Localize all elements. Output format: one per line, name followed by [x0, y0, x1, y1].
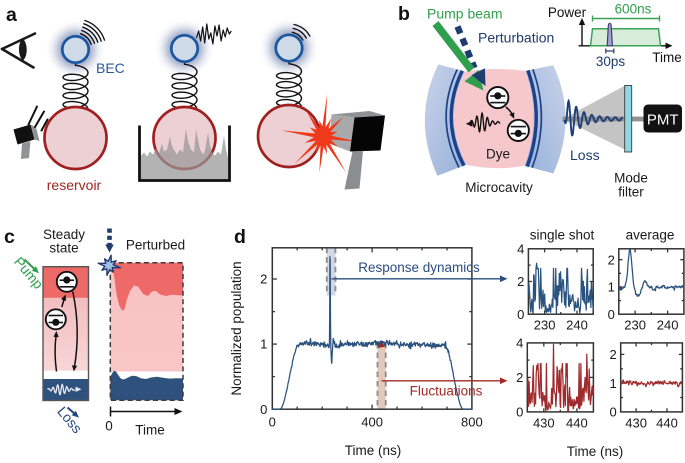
- svg-text:Time (ns): Time (ns): [345, 443, 402, 458]
- svg-text:Normalized population: Normalized population: [229, 261, 244, 395]
- svg-text:430: 430: [625, 415, 647, 430]
- svg-text:PMT: PMT: [647, 112, 679, 129]
- svg-text:Steady: Steady: [43, 227, 85, 242]
- svg-text:0: 0: [260, 402, 267, 417]
- svg-text:b: b: [398, 3, 410, 25]
- svg-text:Time: Time: [652, 50, 682, 65]
- svg-text:240: 240: [657, 318, 679, 333]
- svg-text:Time: Time: [135, 423, 165, 438]
- svg-text:Mode: Mode: [614, 171, 648, 186]
- svg-text:average: average: [626, 228, 675, 243]
- svg-text:2: 2: [516, 370, 523, 385]
- svg-text:2: 2: [517, 274, 524, 289]
- svg-text:0: 0: [517, 307, 524, 322]
- svg-text:600ns: 600ns: [615, 2, 652, 17]
- svg-text:1: 1: [609, 376, 616, 391]
- svg-text:a: a: [6, 4, 17, 26]
- svg-text:440: 440: [656, 415, 678, 430]
- svg-text:Fluctuations: Fluctuations: [410, 384, 483, 399]
- svg-text:430: 430: [533, 415, 555, 430]
- svg-text:Loss: Loss: [570, 147, 600, 163]
- svg-text:4: 4: [517, 241, 524, 256]
- svg-text:4: 4: [516, 336, 523, 351]
- svg-text:Pump beam: Pump beam: [427, 6, 502, 22]
- svg-text:Perturbation: Perturbation: [478, 30, 554, 46]
- svg-text:single shot: single shot: [530, 228, 595, 243]
- svg-text:reservoir: reservoir: [47, 177, 102, 193]
- svg-text:Perturbed: Perturbed: [126, 238, 185, 253]
- svg-text:2: 2: [609, 347, 616, 362]
- svg-text:Power: Power: [548, 5, 587, 20]
- svg-text:Time (ns): Time (ns): [567, 444, 624, 459]
- svg-text:0: 0: [269, 415, 276, 430]
- svg-text:440: 440: [566, 415, 588, 430]
- svg-text:800: 800: [461, 415, 483, 430]
- svg-text:d: d: [234, 226, 246, 248]
- svg-text:230: 230: [534, 318, 556, 333]
- svg-text:400: 400: [361, 415, 383, 430]
- svg-text:1: 1: [260, 337, 267, 352]
- svg-text:240: 240: [566, 318, 588, 333]
- svg-text:2: 2: [260, 272, 267, 287]
- svg-text:0: 0: [105, 419, 113, 434]
- svg-text:0: 0: [608, 307, 615, 322]
- svg-text:230: 230: [624, 318, 646, 333]
- svg-text:filter: filter: [618, 185, 644, 200]
- svg-text:BEC: BEC: [96, 60, 125, 76]
- svg-text:c: c: [4, 226, 15, 248]
- svg-text:1: 1: [608, 280, 615, 295]
- svg-text:Dye: Dye: [486, 147, 510, 162]
- svg-text:Microcavity: Microcavity: [465, 180, 533, 195]
- svg-text:2: 2: [608, 252, 615, 267]
- svg-text:0: 0: [516, 405, 523, 420]
- svg-text:Response dynamics: Response dynamics: [358, 260, 480, 275]
- svg-text:0: 0: [609, 405, 616, 420]
- svg-text:state: state: [49, 241, 78, 256]
- svg-text:30ps: 30ps: [596, 54, 626, 69]
